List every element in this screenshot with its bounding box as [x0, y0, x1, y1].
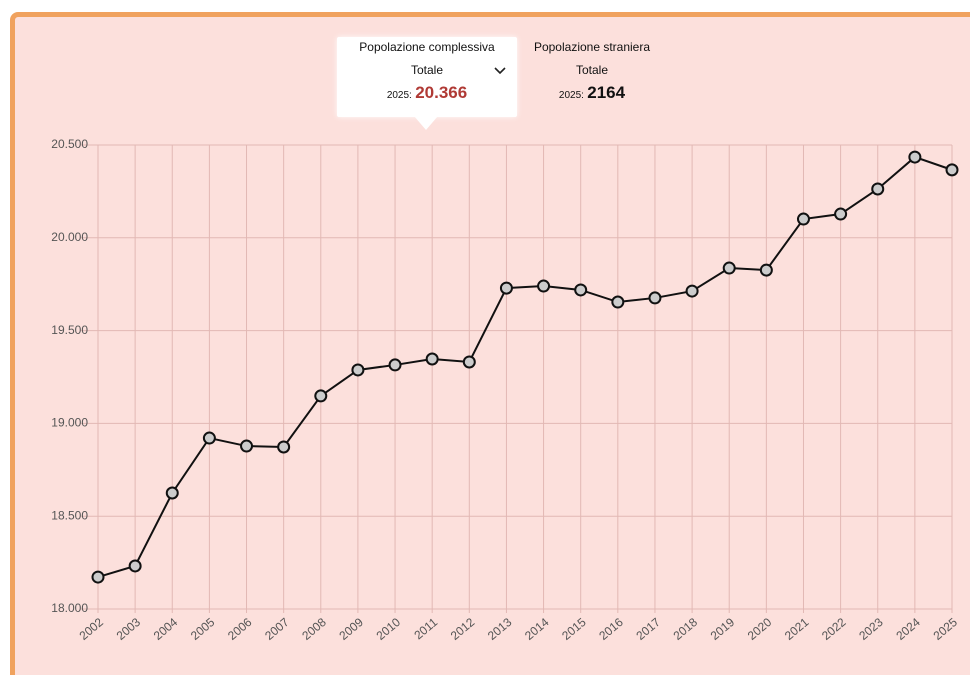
point [945, 163, 959, 177]
point [314, 389, 328, 403]
x-tick-label: 2008 [299, 615, 329, 643]
tab-subtitle: Totale [337, 63, 517, 77]
x-tick-label: 2010 [374, 615, 404, 643]
x-tick-label: 2009 [336, 615, 366, 643]
x-tick-label: 2014 [522, 615, 552, 643]
point [834, 207, 848, 221]
y-tick-label: 20.000 [51, 230, 88, 244]
x-tick-label: 2018 [671, 615, 701, 643]
x-tick-label: 2007 [262, 615, 292, 643]
point [128, 559, 142, 573]
point [388, 358, 402, 372]
tab-year: 2025: [386, 90, 412, 101]
tab-title: Popolazione straniera [533, 40, 651, 54]
x-tick-label: 2020 [745, 615, 775, 643]
point [351, 363, 365, 377]
chevron[interactable] [494, 67, 506, 75]
x-tick-label: 2004 [151, 615, 181, 643]
tab-subtitle-text: Totale [410, 63, 444, 77]
tab-title: Popolazione complessiva [359, 40, 495, 54]
tab[interactable]: Popolazione straniera Totale 2025: 2164 [502, 37, 682, 117]
x-tick-label: 2002 [77, 615, 107, 643]
x-tick-label: 2012 [448, 615, 478, 643]
x-tick-label: 2019 [708, 615, 738, 643]
y-tick-label: 19.000 [51, 416, 88, 430]
point [499, 281, 513, 295]
x-tick-label: 2011 [411, 615, 440, 643]
y-tick-label: 19.500 [51, 323, 88, 337]
point [796, 212, 810, 226]
point [648, 291, 662, 305]
x-tick-label: 2025 [931, 615, 961, 643]
point [165, 486, 179, 500]
x-tick-label: 2024 [893, 615, 923, 643]
point [537, 279, 551, 293]
point [685, 284, 699, 298]
point [759, 263, 773, 277]
x-tick-label: 2006 [225, 615, 255, 643]
tab-pointer [414, 116, 438, 130]
tab-value: 20.366 [415, 83, 468, 102]
x-tick-label: 2021 [782, 615, 812, 643]
x-tick-label: 2022 [819, 615, 849, 643]
x-tick-label: 2016 [596, 615, 626, 643]
tab-value: 2164 [587, 83, 626, 102]
tab-subtitle: Totale [575, 63, 609, 77]
point [91, 570, 105, 584]
x-tick-label: 2003 [114, 615, 144, 643]
point [908, 150, 922, 164]
x-tick-label: 2015 [559, 615, 589, 643]
y-tick-label: 18.500 [51, 508, 88, 522]
point [425, 352, 439, 366]
x-tick-label: 2017 [633, 615, 663, 643]
point [277, 440, 291, 454]
point [462, 355, 476, 369]
x-tick-label: 2005 [188, 615, 218, 643]
point [202, 431, 216, 445]
point [871, 182, 885, 196]
point [611, 295, 625, 309]
line [97, 155, 953, 579]
point [722, 261, 736, 275]
tab-year: 2025: [558, 90, 584, 101]
y-tick-label: 20.500 [51, 137, 88, 151]
x-tick-label: 2013 [485, 615, 515, 643]
point [240, 439, 254, 453]
panel [10, 12, 970, 675]
tab[interactable]: Popolazione complessiva Totale 2025: 20.… [337, 37, 517, 117]
point [574, 283, 588, 297]
y-tick-label: 18.000 [51, 601, 88, 615]
x-tick-label: 2023 [856, 615, 886, 643]
